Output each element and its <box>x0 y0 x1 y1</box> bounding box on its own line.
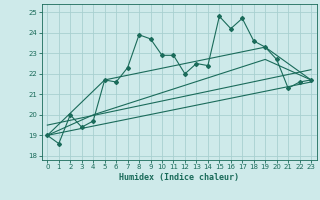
X-axis label: Humidex (Indice chaleur): Humidex (Indice chaleur) <box>119 173 239 182</box>
